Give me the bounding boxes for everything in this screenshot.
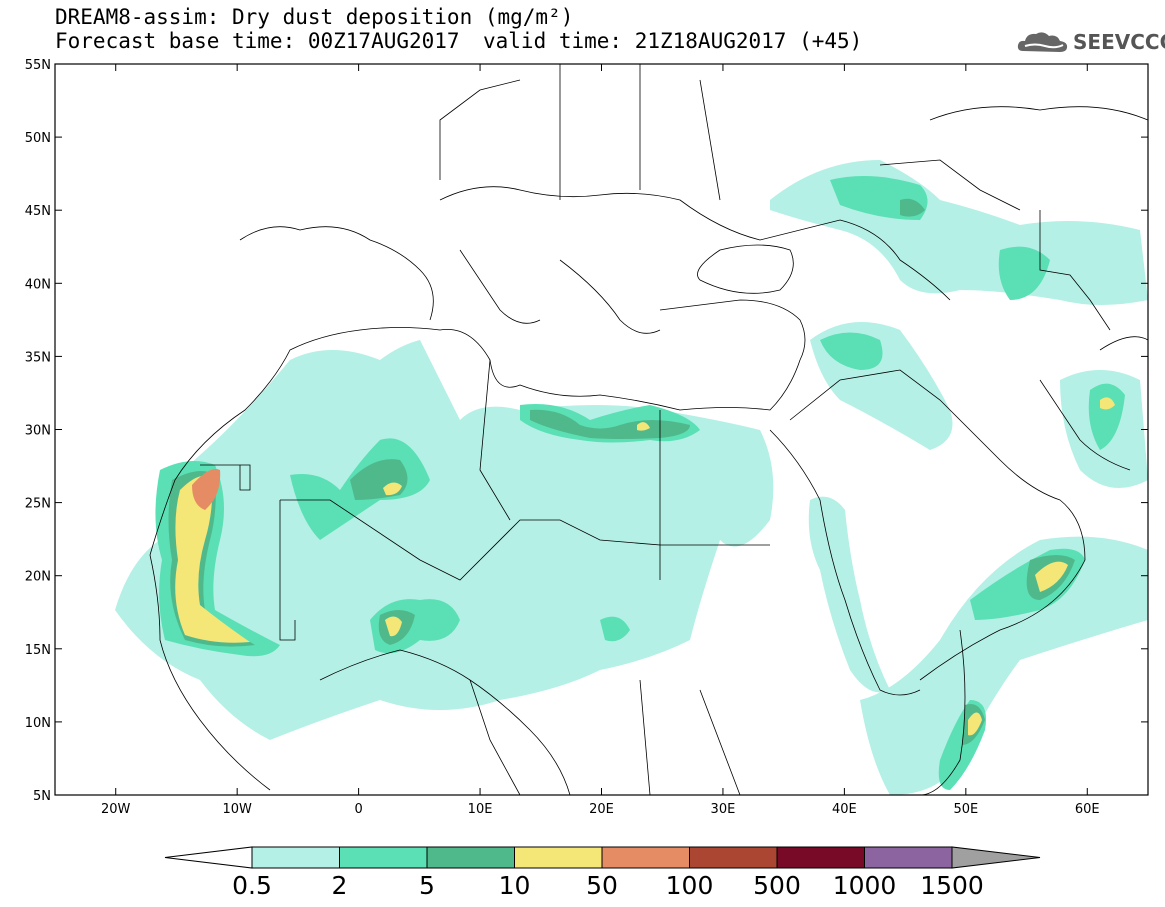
lat-label: 50N	[25, 131, 51, 146]
lat-label: 25N	[25, 497, 51, 512]
colorbar-over-triangle	[951, 846, 1041, 869]
map-field	[115, 64, 1148, 795]
colorbar-label: 50	[586, 871, 618, 900]
map-title: DREAM8-assim: Dry dust deposition (mg/m²…	[55, 5, 574, 29]
colorbar-label: 1000	[833, 871, 897, 900]
colorbar-box	[601, 846, 690, 869]
colorbar-label: 2	[332, 871, 348, 900]
colorbar-box	[689, 846, 778, 869]
colorbar-box	[426, 846, 515, 869]
lon-label: 60E	[1075, 802, 1100, 817]
colorbar-box	[339, 846, 428, 869]
lon-label: 10W	[222, 802, 252, 817]
colorbar-label: 100	[666, 871, 714, 900]
colorbar-box	[514, 846, 603, 869]
colorbar-label: 0.5	[232, 871, 272, 900]
colorbar-label: 500	[753, 871, 801, 900]
lon-label: 10E	[468, 802, 493, 817]
longitude-axis: 20W 10W 0 10E 20E 30E 40E 50E 60E	[101, 64, 1100, 817]
dust-band-50	[192, 469, 221, 510]
colorbar-boxes	[164, 846, 1041, 869]
colorbar-label: 10	[499, 871, 531, 900]
country-borders	[149, 64, 1148, 795]
latitude-axis: 55N 50N 45N 40N 35N 30N 25N 20N 15N 10N 5N	[25, 58, 1148, 804]
lat-label: 40N	[25, 277, 51, 292]
forecast-base-time: Forecast base time: 00Z17AUG2017 valid ti…	[55, 29, 862, 53]
colorbar-under-triangle	[164, 846, 253, 869]
colorbar-box	[864, 846, 953, 869]
lat-label: 30N	[25, 424, 51, 439]
seevccc-logo: SEEVCCC	[1015, 27, 1165, 57]
lat-label: 45N	[25, 204, 51, 219]
colorbar-box	[776, 846, 865, 869]
lat-label: 15N	[25, 643, 51, 658]
colorbar-label: 1500	[920, 871, 984, 900]
lat-label: 35N	[25, 350, 51, 365]
lon-label: 20E	[589, 802, 614, 817]
colorbar-labels: 0.5 2 5 10 50 100 500 1000 1500	[232, 871, 984, 900]
valid-time-text: valid time: 21Z18AUG2017 (+45)	[483, 29, 863, 53]
lon-label: 0	[354, 802, 362, 817]
base-time-text: Forecast base time: 00Z17AUG2017	[55, 29, 460, 53]
lon-label: 50E	[953, 802, 978, 817]
lon-label: 40E	[832, 802, 857, 817]
lat-label: 20N	[25, 570, 51, 585]
lat-label: 5N	[33, 789, 51, 804]
lon-label: 30E	[711, 802, 736, 817]
logo-text: SEEVCCC	[1073, 30, 1165, 54]
lat-label: 55N	[25, 58, 51, 73]
lat-label: 10N	[25, 716, 51, 731]
cloud-logo-icon	[1017, 32, 1068, 52]
lon-label: 20W	[101, 802, 131, 817]
colorbar-label: 5	[419, 871, 435, 900]
colorbar-box	[251, 846, 340, 869]
dust-band-10	[175, 397, 1115, 736]
